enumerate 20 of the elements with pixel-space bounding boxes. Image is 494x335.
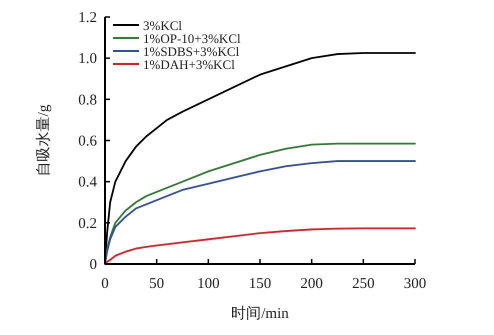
y-tick-label: 1.2 xyxy=(78,10,97,26)
x-tick-label: 300 xyxy=(404,276,426,292)
y-axis-title: 自吸水量/g xyxy=(35,104,52,176)
y-tick-label: 0.8 xyxy=(78,92,97,108)
legend-label: 3%KCl xyxy=(143,18,182,33)
legend-label: 1%DAH+3%KCl xyxy=(143,57,236,72)
y-tick-label: 0 xyxy=(90,257,97,273)
y-tick-label: 0.6 xyxy=(78,134,98,150)
x-tick-label: 100 xyxy=(197,276,220,292)
legend-label: 1%SDBS+3%KCl xyxy=(143,44,240,59)
x-tick-label: 150 xyxy=(248,276,272,292)
legend-label: 1%OP-10+3%KCl xyxy=(143,31,241,46)
x-tick-label: 250 xyxy=(352,276,375,292)
y-tick-label: 0.4 xyxy=(78,174,98,191)
y-tick-label: 1.0 xyxy=(78,51,97,68)
x-tick-label: 0 xyxy=(101,276,109,292)
x-tick-label: 50 xyxy=(149,276,164,292)
x-axis-title: 时间/min xyxy=(231,305,290,322)
x-tick-label: 200 xyxy=(300,276,323,292)
y-tick-label: 0.2 xyxy=(78,216,97,232)
